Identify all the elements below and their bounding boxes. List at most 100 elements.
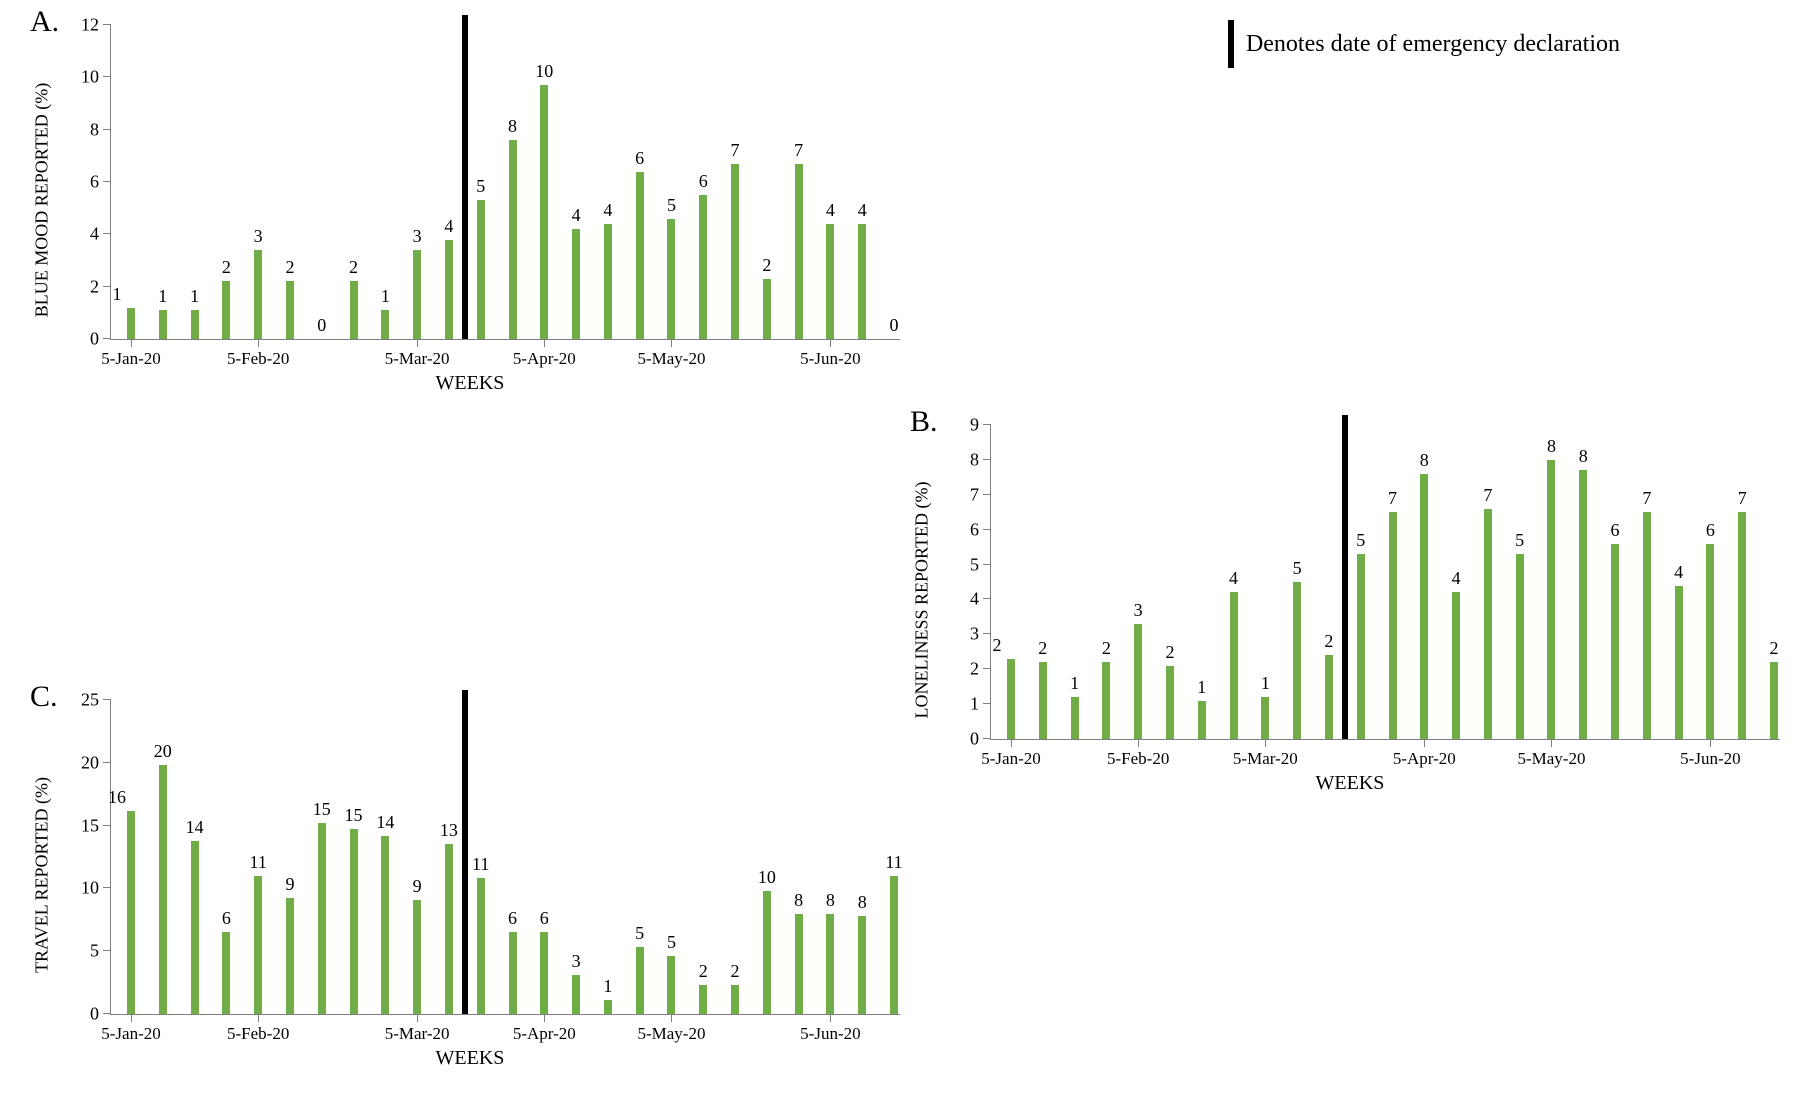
bar-label: 3 <box>572 951 581 975</box>
xtick-label: 5-Feb-20 <box>1107 739 1169 769</box>
bar-label: 8 <box>826 890 835 914</box>
panel-c-letter: C. <box>30 680 58 714</box>
bar: 16 <box>127 811 135 1014</box>
bar-label: 2 <box>731 961 740 985</box>
xtick-label: 5-Jun-20 <box>800 1014 860 1044</box>
ytick-label: 6 <box>90 172 111 193</box>
panel-b-xlabel: WEEKS <box>1316 772 1385 795</box>
bar-label: 7 <box>794 140 803 164</box>
ytick-label: 7 <box>970 484 991 505</box>
bar-label: 7 <box>1388 488 1397 512</box>
ytick-label: 3 <box>970 624 991 645</box>
bar: 1 <box>127 308 135 339</box>
bar-label: 4 <box>1452 568 1461 592</box>
bar: 6 <box>1706 544 1714 739</box>
xtick-label: 5-Mar-20 <box>1233 739 1298 769</box>
legend: Denotes date of emergency declaration <box>1228 20 1620 68</box>
panel-c-ylabel: TRAVEL REPORTED (%) <box>32 777 53 973</box>
bar-label: 3 <box>254 226 263 250</box>
ytick-label: 15 <box>81 815 111 836</box>
ytick-label: 5 <box>90 941 111 962</box>
bar: 15 <box>318 823 326 1014</box>
bar-label: 9 <box>413 876 422 900</box>
bar-label: 8 <box>794 890 803 914</box>
bar: 8 <box>1579 470 1587 739</box>
panel-b-letter: B. <box>910 405 938 439</box>
bar: 10 <box>763 891 771 1014</box>
bar: 8 <box>826 914 834 1014</box>
bar-label: 0 <box>890 315 899 339</box>
panel-b: B. LONELINESS REPORTED (%) 01234567895-J… <box>910 405 1790 795</box>
bar: 2 <box>763 279 771 339</box>
bar: 2 <box>350 281 358 339</box>
bar: 20 <box>159 765 167 1014</box>
xtick-label: 5-May-20 <box>637 1014 705 1044</box>
bar: 14 <box>381 836 389 1014</box>
bar-label: 10 <box>535 61 553 85</box>
xtick-label: 5-Jun-20 <box>800 339 860 369</box>
bar: 14 <box>191 841 199 1014</box>
bar: 7 <box>731 164 739 339</box>
bar-label: 16 <box>108 787 126 811</box>
bar-label: 5 <box>1356 530 1365 554</box>
ytick-label: 8 <box>90 119 111 140</box>
legend-text: Denotes date of emergency declaration <box>1246 31 1620 58</box>
panel-c: C. TRAVEL REPORTED (%) 05101520255-Jan-2… <box>30 680 910 1070</box>
ytick-label: 10 <box>81 878 111 899</box>
bar-label: 4 <box>858 200 867 224</box>
bar: 1 <box>159 310 167 339</box>
xtick-label: 5-May-20 <box>1517 739 1585 769</box>
bar: 2 <box>1007 659 1015 739</box>
bar: 8 <box>795 914 803 1014</box>
xtick-label: 5-Jan-20 <box>101 339 160 369</box>
xtick-label: 5-Apr-20 <box>513 1014 576 1044</box>
bar: 8 <box>509 140 517 339</box>
bar-label: 2 <box>1324 631 1333 655</box>
bar-label: 1 <box>1261 673 1270 697</box>
bar: 7 <box>1389 512 1397 739</box>
bar: 2 <box>1039 662 1047 739</box>
bar-label: 2 <box>222 257 231 281</box>
bar: 6 <box>222 932 230 1014</box>
bar-label: 9 <box>285 874 294 898</box>
bar-label: 4 <box>1674 562 1683 586</box>
bar: 6 <box>1611 544 1619 739</box>
bar: 1 <box>1071 697 1079 739</box>
bar-label: 11 <box>885 852 902 876</box>
bar-label: 1 <box>1070 673 1079 697</box>
bar-label: 7 <box>731 140 740 164</box>
bar: 5 <box>636 947 644 1014</box>
bar-label: 6 <box>508 908 517 932</box>
bar-label: 8 <box>1420 450 1429 474</box>
bar-label: 2 <box>1770 638 1779 662</box>
bar-label: 2 <box>1038 638 1047 662</box>
bar-label: 1 <box>381 286 390 310</box>
xtick-label: 5-Mar-20 <box>385 339 450 369</box>
bar-label: 8 <box>508 116 517 140</box>
ytick-label: 6 <box>970 519 991 540</box>
ytick-label: 8 <box>970 449 991 470</box>
bar: 6 <box>699 195 707 339</box>
bar-label: 5 <box>476 176 485 200</box>
bar-label: 1 <box>158 286 167 310</box>
bar: 4 <box>445 240 453 339</box>
bar: 4 <box>826 224 834 339</box>
bar: 7 <box>1738 512 1746 739</box>
bar-label: 4 <box>826 200 835 224</box>
bar-label: 0 <box>317 315 326 339</box>
bar-label: 11 <box>249 852 266 876</box>
bar-label: 2 <box>993 635 1002 659</box>
bar: 1 <box>381 310 389 339</box>
emergency-declaration-line <box>462 15 468 339</box>
bar: 2 <box>1102 662 1110 739</box>
bar: 6 <box>540 932 548 1014</box>
bar-label: 2 <box>1165 642 1174 666</box>
bar-label: 8 <box>1547 436 1556 460</box>
bar-label: 1 <box>113 284 122 308</box>
bar: 8 <box>858 916 866 1014</box>
bar-label: 2 <box>762 255 771 279</box>
bar-label: 7 <box>1738 488 1747 512</box>
bar-label: 5 <box>667 932 676 956</box>
bar: 4 <box>858 224 866 339</box>
ytick-label: 5 <box>970 554 991 575</box>
